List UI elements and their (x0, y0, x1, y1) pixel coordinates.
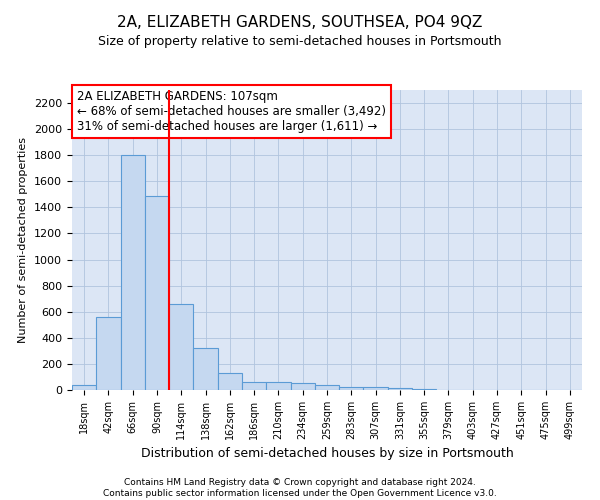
Text: 2A ELIZABETH GARDENS: 107sqm
← 68% of semi-detached houses are smaller (3,492)
3: 2A ELIZABETH GARDENS: 107sqm ← 68% of se… (77, 90, 386, 133)
Bar (121, 155, 145, 390)
Bar (364, 388, 388, 390)
X-axis label: Distribution of semi-detached houses by size in Portsmouth: Distribution of semi-detached houses by … (140, 448, 514, 460)
Bar (96, 317, 121, 390)
Text: Contains HM Land Registry data © Crown copyright and database right 2024.
Contai: Contains HM Land Registry data © Crown c… (103, 478, 497, 498)
Bar (242, 382, 266, 390)
Bar (266, 382, 290, 390)
Text: Size of property relative to semi-detached houses in Portsmouth: Size of property relative to semi-detach… (98, 35, 502, 48)
Bar (388, 388, 412, 390)
Bar (193, 348, 218, 390)
Text: 2A, ELIZABETH GARDENS, SOUTHSEA, PO4 9QZ: 2A, ELIZABETH GARDENS, SOUTHSEA, PO4 9QZ (118, 15, 482, 30)
Bar (315, 386, 339, 390)
Bar (72, 385, 96, 390)
Bar (412, 388, 436, 390)
Y-axis label: Number of semi-detached properties: Number of semi-detached properties (19, 137, 28, 343)
Bar (145, 196, 169, 390)
Bar (290, 384, 315, 390)
Bar (169, 304, 193, 390)
Bar (339, 386, 364, 390)
Bar (218, 373, 242, 390)
